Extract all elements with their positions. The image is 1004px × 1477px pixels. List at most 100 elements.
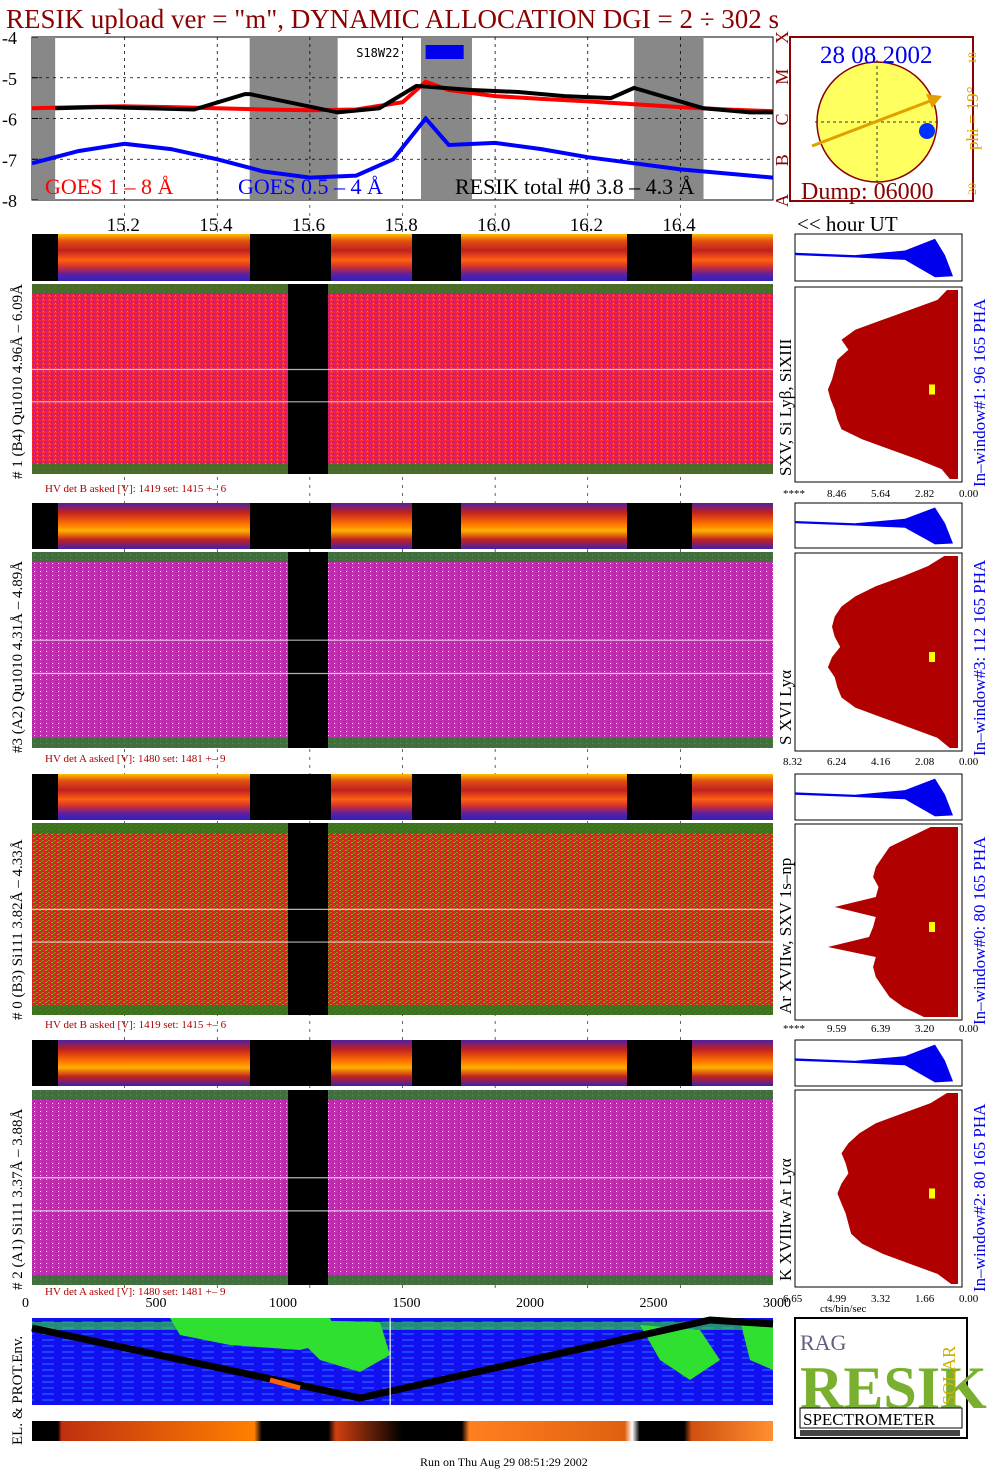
goes-ytick-label: -7 [2,150,17,170]
logo-small-left: RAG [800,1330,847,1355]
spectrogram-top-edge [32,284,773,294]
band-gap [627,1040,692,1086]
goes-class-label: X [772,31,792,44]
goes-class-label: C [772,113,792,125]
spectrum-profile [827,290,958,479]
detector-label: # 2 (A1) Si111 3.37Å – 3.88Å [10,1108,26,1290]
legend-goes-long: GOES 1 – 8 Å [45,174,173,199]
spectrogram-bottom-edge [32,464,773,474]
detector-label: #3 (A2) Qu1010 4.31Å – 4.89Å [10,561,26,753]
detector-panel: # 1 (B4) Qu1010 4.96Å – 6.09Å HV det B as… [10,233,989,500]
orbit-xtick-label: 500 [146,1296,167,1311]
flag-box [425,45,464,59]
band-gap [412,234,461,281]
spectrum-profile [827,827,958,1017]
spectrogram-gap [288,284,328,474]
goes-ytick-label: -4 [2,28,17,48]
band-gap [412,1040,461,1086]
detector-label: # 1 (B4) Qu1010 4.96Å – 6.09Å [10,284,26,479]
hv-status: HV det A asked [V]: 1480 set: 1481 +– 9 [45,1286,226,1298]
spectrum-xtick: 6.39 [871,1023,891,1035]
orbit-xtick-label: 1000 [269,1296,297,1311]
spectrum-xtick: 0.00 [959,1023,979,1035]
legend-resik-total: RESIK total #0 3.8 – 4.3 Å [455,174,695,199]
spectrum-xtick: 8.46 [827,488,847,500]
spectrum-xtick: 0.00 [959,488,979,500]
spectrogram-bottom-edge [32,1275,773,1285]
in-window-label: In–window#0: 80 165 PHA [970,836,989,1025]
spectrum-xtick: 3.32 [871,1293,890,1305]
hv-status: HV det B asked [V]: 1419 set: 1415 +– 6 [45,483,227,495]
spectrum-xtick: 3.20 [915,1023,935,1035]
goes-ytick-label: -6 [2,110,17,130]
spectrum-xtick: 8.32 [783,756,802,768]
band-gap [412,503,461,549]
orbit-map-panel: 0 500 1000 1500 2000 2500 3000 EL. & PROT.Env. [10,1296,791,1445]
detector-label: # 0 (B3) Si111 3.82Å – 4.33Å [10,839,26,1020]
logo-spectrometer-text: SPECTROMETER [803,1410,936,1429]
goes-lightcurve-panel: -4 -5 -6 -7 -8 X M C B A S18W22 GOES 1 – 8 Å GOES 0.… [2,28,792,211]
time-tick-label: 16.0 [477,215,510,236]
in-window-label: In–window#1: 96 165 PHA [970,298,989,487]
goes-class-label: B [772,154,792,166]
spectrum-xtick: **** [783,488,805,500]
spectrum-marker [929,1188,935,1199]
time-tick-label: 15.6 [292,215,325,236]
spectrum-xtick: 1.66 [915,1293,935,1305]
spectrum-xtick: 4.99 [827,1293,847,1305]
spectrogram-top-edge [32,1090,773,1100]
in-window-label: In–window#2: 80 165 PHA [970,1103,989,1292]
resik-total-series [55,83,773,115]
pha-histogram [795,1044,953,1083]
spectrum-marker [929,922,935,932]
band-gap [250,774,331,820]
time-tick-label: 15.8 [385,215,418,236]
chart-title: RESIK upload ver = "m", DYNAMIC ALLOCATI… [6,4,779,34]
dump-label: Dump: 06000 [801,179,934,205]
orbit-xtick-label: 0 [22,1296,29,1311]
spectrum-xtick: 6.65 [783,1293,803,1305]
spectrogram [32,284,773,474]
spectrum-profile [837,1093,958,1284]
legend-goes-short: GOES 0.5 – 4 Å [238,174,383,199]
spectrogram-gap [288,823,328,1015]
spectrum-xtick: 6.24 [827,756,847,768]
spectrum-xtick: 9.59 [827,1023,847,1035]
hv-status: HV det A asked [V]: 1480 set: 1481 +– 9 [45,753,226,765]
spectrum-xtick: 2.82 [915,488,934,500]
phi-scale-top: 18 [965,52,979,64]
spectrum-xtick: 5.64 [871,488,891,500]
orbit-track-hotspot [269,1377,301,1391]
continent-shape [740,1320,773,1370]
spectrogram [32,1090,773,1285]
continent-shape [640,1325,720,1380]
band-gap [32,774,58,820]
spectrum-xtick: 4.16 [871,756,891,768]
pha-histogram [795,778,953,817]
band-gap [627,234,692,281]
band-gap [250,1040,331,1086]
spectrum-xlabel: cts/bin/sec [820,1303,867,1315]
line-identification: SXV, Si Lyβ, SiXIII [776,338,795,476]
phi-label: phi = 19° [963,86,982,150]
time-axis-label: << hour UT [797,212,898,236]
spectrogram-top-edge [32,552,773,562]
footer-run-timestamp: Run on Thu Aug 29 08:51:29 2002 [420,1455,588,1469]
orbit-ylabel: EL. & PROT.Env. [10,1336,26,1445]
line-identification: K XVIIIw Ar Lyα [776,1158,795,1281]
phi-arrowhead [926,94,942,108]
detector-panel: #3 (A2) Qu1010 4.31Å – 4.89Å HV det A ask… [10,502,989,768]
orbit-xtick-label: 1500 [393,1296,421,1311]
orbit-track [31,1316,774,1402]
spectrogram-gap [288,1090,328,1285]
continent-shape [290,1320,390,1372]
line-identification: Ar XVIIw, SXV 1s–np [776,858,795,1014]
time-tick-label: 16.4 [662,215,696,236]
spectrum-marker [929,652,935,662]
band-gap [627,503,692,549]
orbit-xtick-label: 2500 [640,1296,668,1311]
line-identification: S XVI Lyα [776,670,795,745]
band-gap [32,1040,58,1086]
detector-panels: # 1 (B4) Qu1010 4.96Å – 6.09Å HV det B as… [10,233,989,1315]
